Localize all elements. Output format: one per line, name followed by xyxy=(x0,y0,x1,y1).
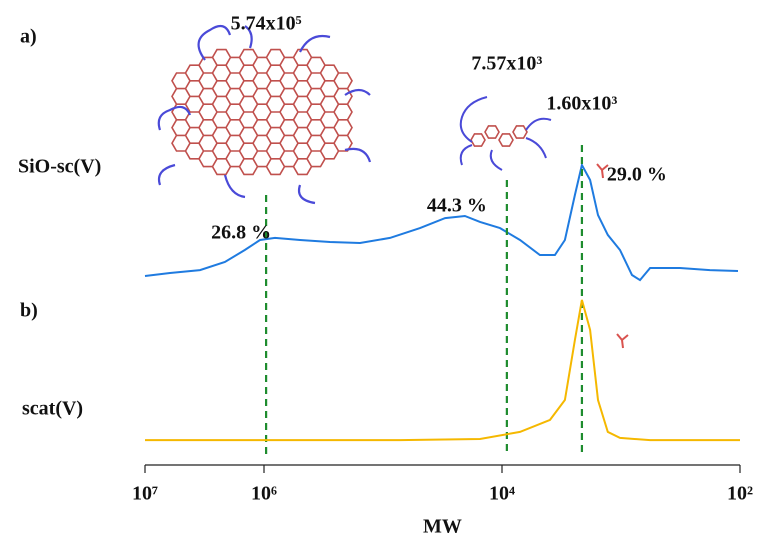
polymer-chain xyxy=(526,119,551,130)
marker-label: 7.57x10³ xyxy=(471,53,542,75)
polymer-chain xyxy=(526,138,546,158)
polymer-chain xyxy=(461,145,472,165)
polymer-chain xyxy=(491,150,502,170)
series-label: scat(V) xyxy=(22,398,83,420)
marker-percent: 44.3 % xyxy=(427,195,487,217)
polymer-chain xyxy=(345,149,370,162)
polymer-chain xyxy=(159,165,175,185)
polymer-chain xyxy=(225,175,245,197)
marker-label: 1.60x10³ xyxy=(546,93,617,115)
small-molecule xyxy=(471,126,527,146)
panel-label: b) xyxy=(20,300,38,322)
panel-label: a) xyxy=(20,26,37,48)
graphene-flake xyxy=(172,50,352,175)
catalyst-icon xyxy=(617,334,628,348)
x-axis-title: MW xyxy=(423,516,462,538)
decoration xyxy=(159,26,628,348)
x-tick-label: 10⁴ xyxy=(489,483,515,505)
figure: a) SiO-sc(V) 5.74x10⁵ 26.8 % 7.57x10³ 44.3 % 1… xyxy=(0,0,772,546)
x-tick-label: 10⁷ xyxy=(132,483,158,505)
x-tick-label: 10⁶ xyxy=(251,483,277,505)
series-line xyxy=(145,300,740,440)
marker-percent: 26.8 % xyxy=(211,222,271,244)
marker-label: 5.74x10⁵ xyxy=(231,13,302,35)
polymer-chain xyxy=(299,185,315,203)
x-tick-label: 10² xyxy=(727,483,753,505)
polymer-chain xyxy=(159,107,190,130)
series-label: SiO-sc(V) xyxy=(18,156,101,178)
marker-percent: 29.0 % xyxy=(607,164,667,186)
